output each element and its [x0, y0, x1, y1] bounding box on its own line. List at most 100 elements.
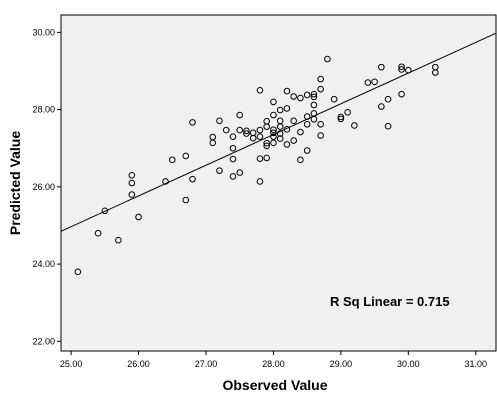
x-tick-label: 26.00 [127, 359, 150, 369]
data-point [128, 191, 136, 198]
fit-line [60, 32, 497, 232]
data-point [337, 115, 345, 123]
data-point [364, 79, 372, 86]
y-tick-label: 28.00 [32, 105, 55, 115]
data-point [270, 129, 277, 137]
plot-area [60, 14, 497, 352]
data-point [189, 119, 196, 126]
data-point [398, 63, 405, 71]
data-point [270, 133, 277, 140]
data-point [270, 111, 277, 119]
data-point [249, 134, 257, 142]
data-point [243, 130, 250, 137]
data-point [182, 196, 190, 204]
data-point [270, 98, 277, 106]
data-point [378, 103, 385, 110]
data-point [303, 120, 311, 128]
data-point [256, 155, 264, 162]
data-point [236, 126, 244, 134]
data-point [263, 142, 270, 150]
data-point [168, 156, 176, 164]
data-point [398, 90, 405, 98]
data-point [236, 169, 244, 176]
r-squared-annotation: R Sq Linear = 0.715 [330, 294, 450, 309]
data-point [303, 113, 311, 120]
fit-line-layer [60, 32, 497, 232]
data-point [276, 106, 284, 114]
data-point [344, 109, 351, 116]
y-axis: 22.00 24.00 26.00 28.00 30.00 [32, 27, 61, 346]
x-axis: 25.00 26.00 27.00 28.00 29.00 30.00 31.00 [60, 351, 487, 369]
data-point [317, 75, 324, 83]
data-point [256, 126, 264, 134]
data-point [290, 93, 297, 100]
data-point [189, 175, 196, 183]
data-point [283, 141, 291, 148]
data-point [236, 111, 244, 119]
data-point [378, 63, 385, 71]
data-point [256, 133, 264, 140]
data-point [270, 139, 277, 147]
data-point [209, 139, 217, 147]
data-point [276, 135, 284, 142]
x-tick-label: 25.00 [60, 359, 83, 369]
data-point [330, 95, 338, 103]
data-point [310, 101, 318, 109]
y-tick-label: 22.00 [32, 336, 55, 346]
data-point [276, 130, 284, 137]
x-tick-label: 31.00 [465, 359, 488, 369]
data-point [276, 123, 284, 130]
data-point [297, 156, 304, 164]
data-point [256, 178, 264, 185]
data-point [290, 117, 297, 125]
data-point [229, 173, 237, 180]
data-point [216, 167, 223, 174]
data-point [303, 91, 311, 99]
y-axis-label: Predicted Value [7, 131, 23, 235]
data-point [310, 93, 318, 101]
data-point [398, 66, 405, 73]
data-point [283, 126, 291, 133]
data-point [115, 236, 122, 244]
data-point [405, 66, 412, 74]
x-axis-label: Observed Value [222, 377, 327, 393]
data-point [243, 127, 250, 135]
data-point [351, 122, 358, 129]
data-point [384, 95, 392, 103]
x-tick-label: 30.00 [397, 359, 420, 369]
data-point [216, 117, 223, 125]
data-point [222, 126, 230, 134]
data-point [270, 126, 277, 134]
data-point [94, 229, 102, 237]
data-point [297, 128, 304, 136]
data-point [297, 94, 304, 102]
data-point [371, 78, 378, 86]
data-point [317, 85, 324, 93]
y-tick-label: 24.00 [32, 259, 55, 269]
x-tick-label: 27.00 [195, 359, 218, 369]
data-point [256, 87, 264, 94]
data-point [263, 154, 270, 162]
data-point [337, 113, 345, 121]
data-point [101, 207, 109, 215]
data-point [229, 155, 237, 163]
data-point [384, 122, 392, 130]
data-point [229, 144, 237, 152]
data-point [162, 178, 169, 185]
data-point [128, 171, 136, 179]
data-point [283, 87, 291, 95]
data-point [310, 90, 318, 98]
data-point [74, 268, 82, 276]
data-point [317, 120, 324, 128]
data-point [303, 147, 311, 154]
data-point [283, 105, 291, 112]
data-point [128, 179, 136, 187]
x-tick-label: 29.00 [330, 359, 353, 369]
data-point [310, 115, 318, 123]
y-tick-label: 26.00 [32, 182, 55, 192]
data-point [182, 152, 190, 160]
points-layer [74, 55, 439, 276]
y-tick-label: 30.00 [32, 27, 55, 37]
